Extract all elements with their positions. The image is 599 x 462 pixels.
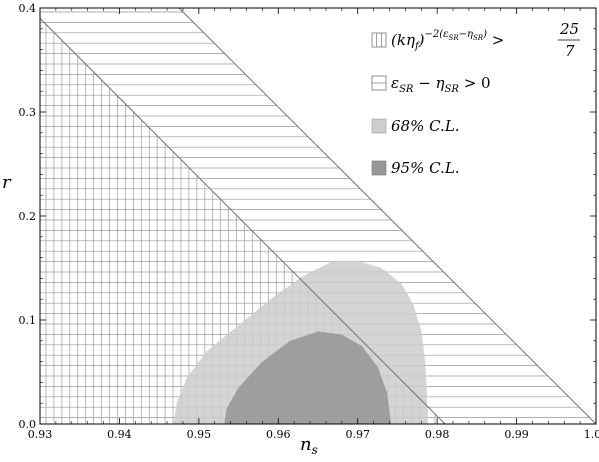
legend-swatch-68: [371, 118, 387, 134]
legend-label-horizontal: εSR − ηSR > 0: [391, 74, 491, 95]
x-tick-label: 0.98: [425, 428, 450, 441]
y-tick-label: 0.2: [19, 210, 37, 223]
x-tick-label: 0.94: [107, 428, 132, 441]
legend-fraction-numerator: 25: [559, 20, 579, 38]
legend-item-horizontal-hatch: εSR − ηSR > 0: [371, 74, 491, 95]
legend-label-68: 68% C.L.: [391, 117, 460, 135]
y-tick-label: 0.0: [19, 418, 37, 431]
x-tick-label: 0.93: [28, 428, 53, 441]
legend-item-68: 68% C.L.: [371, 117, 460, 135]
boundary-line-grid: [40, 18, 446, 424]
x-axis-ticks: 0.93 0.94 0.95 0.96 0.97 0.98 0.99 1.00: [28, 8, 599, 441]
x-axis-title: ns: [300, 434, 318, 457]
confidence-region-95: [224, 331, 392, 424]
legend-label-grid: (kηf)−2(εSR−ηSR) >: [391, 29, 504, 52]
x-axis-title-sub: s: [312, 443, 318, 457]
x-tick-label: 0.97: [345, 428, 370, 441]
x-tick-label: 1.00: [584, 428, 599, 441]
legend-label-95: 95% C.L.: [391, 159, 460, 177]
boundary-line-horizontal: [178, 8, 596, 424]
x-tick-label: 0.99: [504, 428, 529, 441]
x-axis-title-main: n: [300, 434, 312, 455]
legend-swatch-grid: [371, 32, 387, 48]
y-tick-label: 0.4: [19, 2, 37, 15]
legend-item-grid-hatch: (kηf)−2(εSR−ηSR) > 25 7: [371, 20, 580, 60]
y-axis-ticks: 0.0 0.1 0.2 0.3 0.4: [19, 2, 596, 431]
legend-swatch-95: [371, 160, 387, 176]
x-tick-label: 0.96: [266, 428, 291, 441]
y-axis-title: r: [2, 172, 12, 193]
legend-fraction-denominator: 7: [565, 42, 575, 60]
x-tick-label: 0.95: [187, 428, 212, 441]
legend: (kηf)−2(εSR−ηSR) > 25 7 εSR − ηSR > 0 68…: [371, 20, 580, 177]
y-tick-label: 0.3: [19, 106, 37, 119]
y-tick-label: 0.1: [19, 314, 37, 327]
plot-area: [40, 8, 596, 424]
legend-item-95: 95% C.L.: [371, 159, 460, 177]
